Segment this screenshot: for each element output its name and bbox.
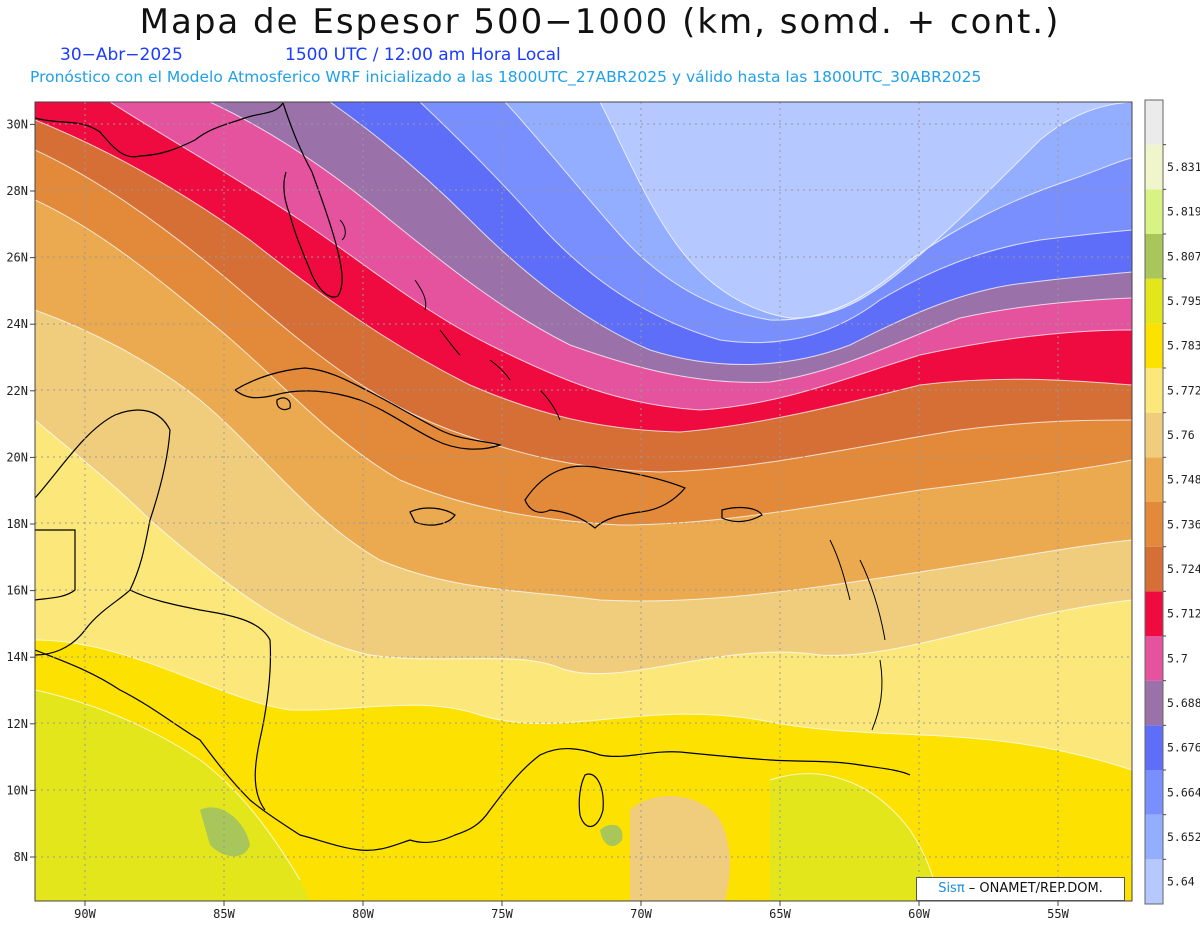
- colorbar-swatch: [1145, 278, 1163, 324]
- lat-tick-label: 10N: [6, 783, 28, 797]
- lat-tick-label: 14N: [6, 650, 28, 664]
- colorbar-label: 5.748: [1167, 473, 1200, 487]
- colorbar-swatch: [1145, 725, 1163, 770]
- contour-lines: [35, 102, 1132, 901]
- map-title: Mapa de Espesor 500−1000 (km, somd. + co…: [139, 2, 1061, 42]
- colorbar-label: 5.819: [1167, 205, 1200, 219]
- colorbar-swatch: [1145, 412, 1163, 458]
- lon-tick-label: 75W: [491, 907, 513, 921]
- lat-tick-label: 8N: [14, 850, 28, 864]
- band-lightblue: [600, 102, 1132, 319]
- coast-florida: [282, 102, 343, 298]
- credit-box: Sisπ – ONAMET/REP.DOM.: [916, 877, 1125, 901]
- coast-us-gulf: [35, 102, 284, 158]
- colorbar-swatch: [1145, 680, 1163, 726]
- colorbar-swatch: [1145, 368, 1163, 413]
- coast-cuba: [233, 367, 503, 450]
- credit-separator: –: [964, 881, 980, 896]
- lon-tick-label: 55W: [1047, 907, 1069, 921]
- band-yellowgreen-east: [770, 773, 940, 901]
- colorbar-swatch: [1145, 144, 1163, 190]
- colorbar-label: 5.652: [1167, 830, 1200, 844]
- colorbar-swatch: [1145, 591, 1163, 636]
- colorbar-label: 5.64: [1167, 875, 1195, 889]
- colorbar-label: 5.783: [1167, 339, 1200, 353]
- coastlines: [35, 102, 911, 851]
- colorbar: 5.64 5.652 5.664 5.676 5.688 5.7 5.712 5.724 5.7…: [1144, 99, 1200, 905]
- graticule: [35, 102, 1132, 901]
- colorbar-label: 5.7: [1167, 651, 1188, 665]
- colorbar-label: 5.724: [1167, 562, 1200, 576]
- coast-central-america-east: [129, 589, 272, 811]
- map-frame: [34, 101, 1133, 902]
- band-green-patch: [200, 807, 250, 857]
- thickness-fill: [35, 102, 1132, 901]
- lon-tick-label: 60W: [908, 907, 930, 921]
- colorbar-label: 5.664: [1167, 785, 1200, 799]
- colorbar-label: 5.795: [1167, 294, 1200, 308]
- band-green-patch-2: [600, 824, 623, 846]
- credit-org: ONAMET/REP.DOM.: [979, 881, 1103, 896]
- coast-central-america: [35, 649, 491, 851]
- coast-yucatan: [35, 409, 171, 656]
- lat-tick-label: 28N: [6, 184, 28, 198]
- model-info: Pronóstico con el Modelo Atmosferico WRF…: [30, 68, 982, 86]
- colorbar-swatch: [1145, 636, 1163, 681]
- coast-isla-juventud: [276, 397, 291, 411]
- axis-labels: 90W 85W 80W 75W 70W 65W 60W 55W 8N 10N 12N 14N 16N 18…: [6, 117, 1069, 921]
- colorbar-swatch: [1145, 234, 1163, 279]
- colorbar-label: 5.807: [1167, 249, 1200, 263]
- colorbar-swatch: [1145, 323, 1163, 368]
- coast-jamaica: [409, 507, 456, 526]
- lon-tick-label: 70W: [630, 907, 652, 921]
- lon-tick-label: 65W: [769, 907, 791, 921]
- colorbar-swatch: [1145, 770, 1163, 815]
- lon-tick-label: 90W: [74, 907, 96, 921]
- lat-tick-label: 20N: [6, 450, 28, 464]
- colorbar-swatch: [1145, 814, 1163, 860]
- colorbar-swatch: [1145, 546, 1163, 592]
- lon-tick-label: 80W: [352, 907, 374, 921]
- coast-mexico-west: [35, 529, 76, 601]
- lat-tick-label: 12N: [6, 717, 28, 731]
- colorbar-label: 5.76: [1167, 428, 1195, 442]
- colorbar-label: 5.688: [1167, 696, 1200, 710]
- lat-tick-label: 22N: [6, 384, 28, 398]
- colorbar-swatch: [1145, 189, 1163, 234]
- colorbar-label: 5.772: [1167, 383, 1200, 397]
- forecast-time: 1500 UTC / 12:00 am Hora Local: [285, 45, 561, 65]
- coast-puerto-rico: [721, 506, 763, 523]
- lat-tick-label: 26N: [6, 251, 28, 265]
- lat-tick-label: 16N: [6, 584, 28, 598]
- colorbar-swatch: [1145, 859, 1163, 904]
- lat-tick-label: 18N: [6, 517, 28, 531]
- colorbar-label: 5.736: [1167, 517, 1200, 531]
- coast-lake-maracaibo: [578, 773, 604, 827]
- brand-logo: Sisπ: [938, 881, 965, 896]
- coast-south-america: [489, 748, 911, 811]
- islands: [339, 219, 886, 731]
- colorbar-swatch: [1145, 457, 1163, 502]
- colorbar-swatch: [1145, 502, 1163, 547]
- lon-tick-label: 85W: [213, 907, 235, 921]
- lat-tick-label: 30N: [6, 117, 28, 131]
- colorbar-label: 5.831: [1167, 160, 1200, 174]
- band-tan-patch: [630, 796, 730, 901]
- coast-hispaniola: [524, 465, 686, 529]
- colorbar-label: 5.712: [1167, 607, 1200, 621]
- colorbar-label: 5.676: [1167, 741, 1200, 755]
- lat-tick-label: 24N: [6, 317, 28, 331]
- forecast-date: 30−Abr−2025: [60, 45, 183, 65]
- colorbar-swatch: [1145, 100, 1163, 145]
